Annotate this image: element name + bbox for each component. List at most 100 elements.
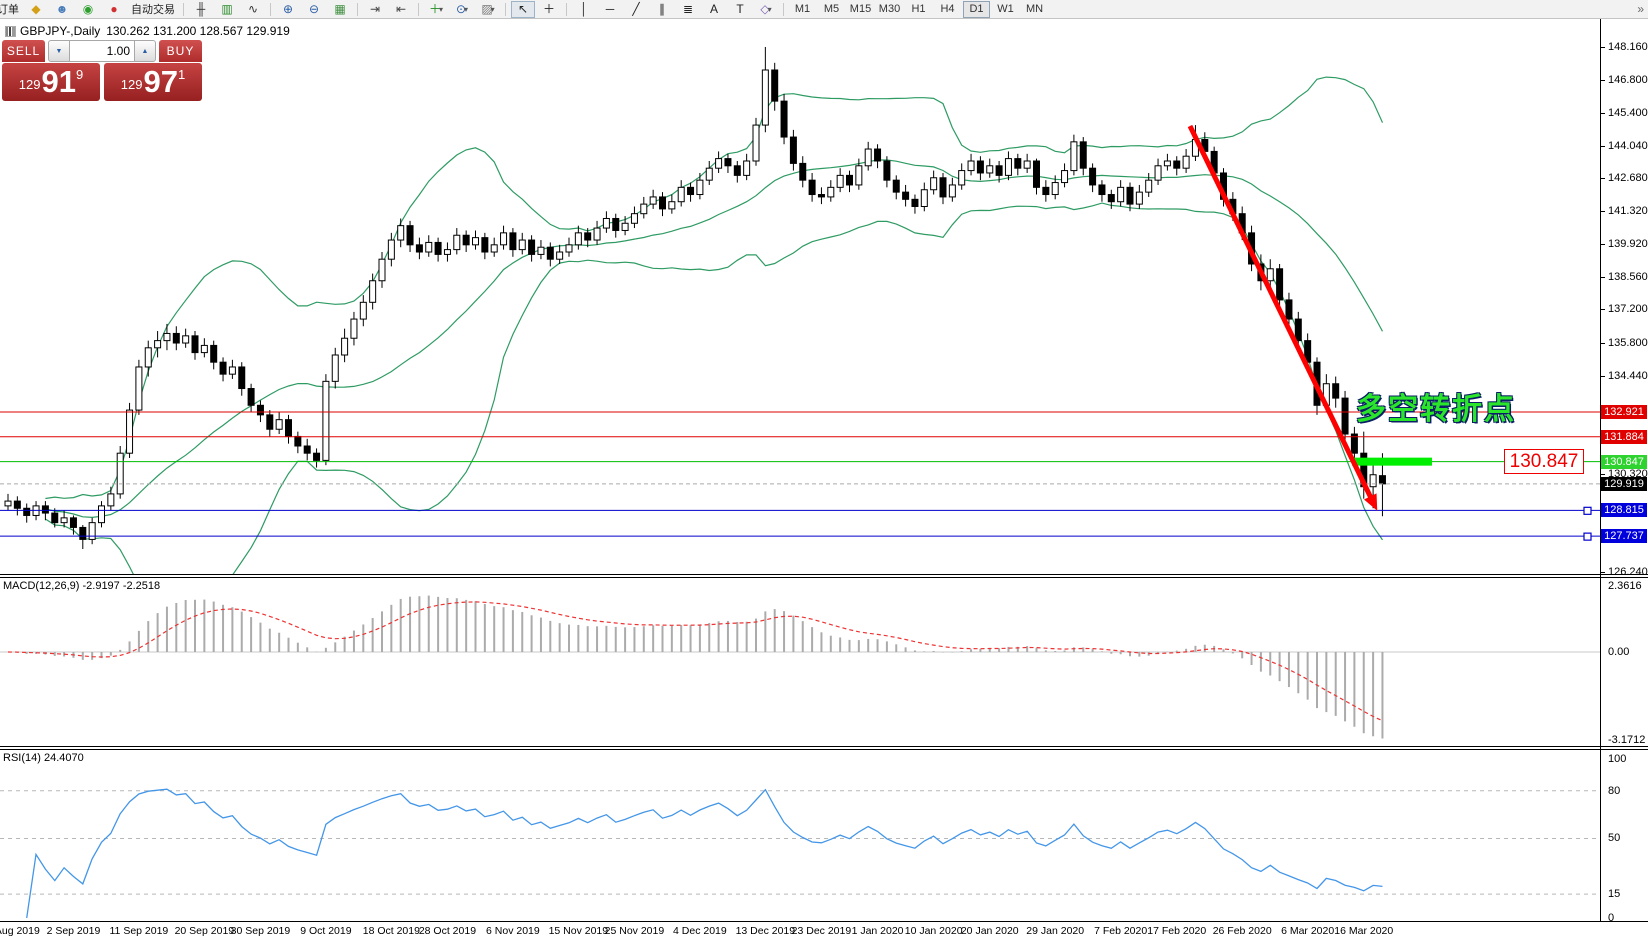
price-tick-mark [1601,276,1605,278]
price-tick-label: 141.320 [1608,204,1648,217]
vertical-line-icon[interactable]: │ [580,1,588,16]
candles [4,47,1386,549]
text-icon[interactable]: A [709,1,718,16]
timeframe-m1[interactable]: M1 [794,3,811,15]
price-badge: 132.921 [1601,404,1647,419]
date-label: 13 Dec 2019 [735,925,796,937]
date-label: 17 Feb 2020 [1147,925,1207,937]
support-highlight-bar[interactable] [1352,457,1432,466]
price-tick-mark [1601,47,1605,48]
price-tick-mark [1601,145,1605,147]
toolbar-separator [783,2,784,16]
trend-arrow[interactable] [1187,124,1378,511]
price-tick-mark [1601,210,1605,212]
macd-panel[interactable] [0,578,1600,744]
horizontal-lines[interactable] [0,411,1600,541]
arrows-icon-dropdown[interactable]: ▾ [767,4,772,14]
price-tick-label: 139.920 [1608,238,1648,251]
timeframe-d1[interactable]: D1 [963,0,990,18]
price-tick-mark [1601,178,1605,180]
templates-icon[interactable]: ▨ ▾ [481,1,495,16]
zoom-out-icon[interactable]: ⊖ [308,1,320,16]
horizontal-line-icon[interactable]: ─ [605,1,615,16]
main-price-chart[interactable] [0,20,1600,574]
date-label: 30 Sep 2019 [230,925,291,937]
sell-button[interactable]: SELL [2,40,45,62]
toolbar-separator [183,2,184,16]
auto-scroll-icon[interactable]: ⇤ [395,1,407,16]
rsi-scale-label: 80 [1608,785,1621,797]
periods-icon-dropdown[interactable]: ▾ [464,4,469,14]
volume-input[interactable] [70,40,134,62]
price-badge: 131.884 [1601,429,1647,444]
date-label: 28 Oct 2019 [418,925,477,937]
crosshair-icon[interactable]: ＋ [542,1,555,16]
trendline-icon[interactable]: ╱ [632,1,640,16]
bar-chart-icon[interactable]: ╫ [196,1,206,16]
price-badge: 130.847 [1601,454,1647,469]
volume-decrease-button[interactable]: ▼ [48,40,70,62]
panel-separator[interactable] [0,574,1648,575]
tile-windows-icon[interactable]: ▦ [334,1,346,16]
chart-shift-icon[interactable]: ⇥ [369,1,381,16]
buy-price-point: 1 [177,67,186,82]
level-price-box[interactable]: 130.847 [1504,449,1584,474]
one-click-trading-widget: SELL ▼ ▲ BUY 129 91 9 129 97 1 [2,40,202,101]
sell-price[interactable]: 129 91 9 [2,63,100,101]
templates-icon-dropdown[interactable]: ▾ [490,4,495,14]
indicators-icon[interactable]: ＋ ▾ [428,1,444,16]
volume-increase-button[interactable]: ▲ [134,40,156,62]
timeframe-h1[interactable]: H1 [911,3,926,15]
buy-price[interactable]: 129 97 1 [104,63,202,101]
experts-icon[interactable]: ☻ [55,1,69,16]
cursor-icon[interactable]: ↖ [511,0,535,18]
timeframe-h4[interactable]: H4 [940,3,955,15]
arrows-icon[interactable]: ◇ ▾ [760,1,772,16]
turning-point-annotation[interactable]: 多空转折点 [1356,393,1516,426]
indicators-icon-dropdown[interactable]: ▾ [439,4,444,14]
price-scale[interactable]: 148.160 146.800 145.400 144.040 142.680 141.3… [1601,19,1648,924]
panel-separator[interactable] [0,749,1648,750]
zoom-in-icon[interactable]: ⊕ [282,1,294,16]
autotrading-label[interactable]: 自动交易 [131,4,175,16]
price-tick-label: 142.680 [1608,172,1648,185]
autotrading-icon[interactable]: ● [110,1,118,16]
rsi-scale-label: 50 [1608,832,1621,844]
price-tick-label: 135.800 [1608,337,1648,350]
timeframe-w1[interactable]: W1 [997,3,1014,15]
timeframe-mn[interactable]: MN [1025,3,1044,15]
timeframe-m5[interactable]: M5 [823,3,840,15]
date-axis[interactable]: Aug 2019 2 Sep 2019 11 Sep 2019 20 Sep 2019… [0,925,1600,939]
date-label: 6 Mar 2020 [1281,925,1335,937]
buy-price-whole: 129 [120,77,143,92]
orders-button[interactable]: 订单 [0,4,19,16]
toolbar-overflow-icon[interactable]: » [1637,2,1644,16]
rsi-scale-label: 0 [1608,912,1615,924]
timeframe-m30[interactable]: M30 [878,3,901,15]
panel-separator[interactable] [0,577,1648,578]
date-label: 15 Nov 2019 [548,925,609,937]
scale-border [1600,19,1601,922]
toolbar-separator [418,2,419,16]
text-label-icon[interactable]: T [736,1,744,16]
line-chart-icon[interactable]: ∿ [247,1,259,16]
new-order-icon[interactable]: ◆ [31,1,41,16]
price-badge: 128.815 [1601,503,1647,518]
toolbar-separator [357,2,358,16]
price-tick-mark [1601,474,1605,476]
chart-symbol-period: GBPJPY-,Daily [20,24,101,38]
panel-separator[interactable] [0,746,1648,747]
fibonacci-icon[interactable]: ≣ [682,1,694,16]
rsi-line [26,788,1383,919]
candlestick-chart-icon[interactable]: ▥ [221,1,233,16]
rsi-scale-label: 15 [1608,888,1621,900]
channel-icon[interactable]: ∥ [659,1,665,16]
signals-icon[interactable]: ◉ [82,1,94,16]
toolbar-separator [505,2,506,16]
timeframe-m15[interactable]: M15 [849,3,872,15]
date-label: 6 Nov 2019 [486,925,540,937]
rsi-panel[interactable] [0,750,1600,921]
buy-button[interactable]: BUY [159,40,202,62]
bollinger-bands [45,76,1384,574]
periods-icon[interactable]: ⊙ ▾ [455,1,469,16]
